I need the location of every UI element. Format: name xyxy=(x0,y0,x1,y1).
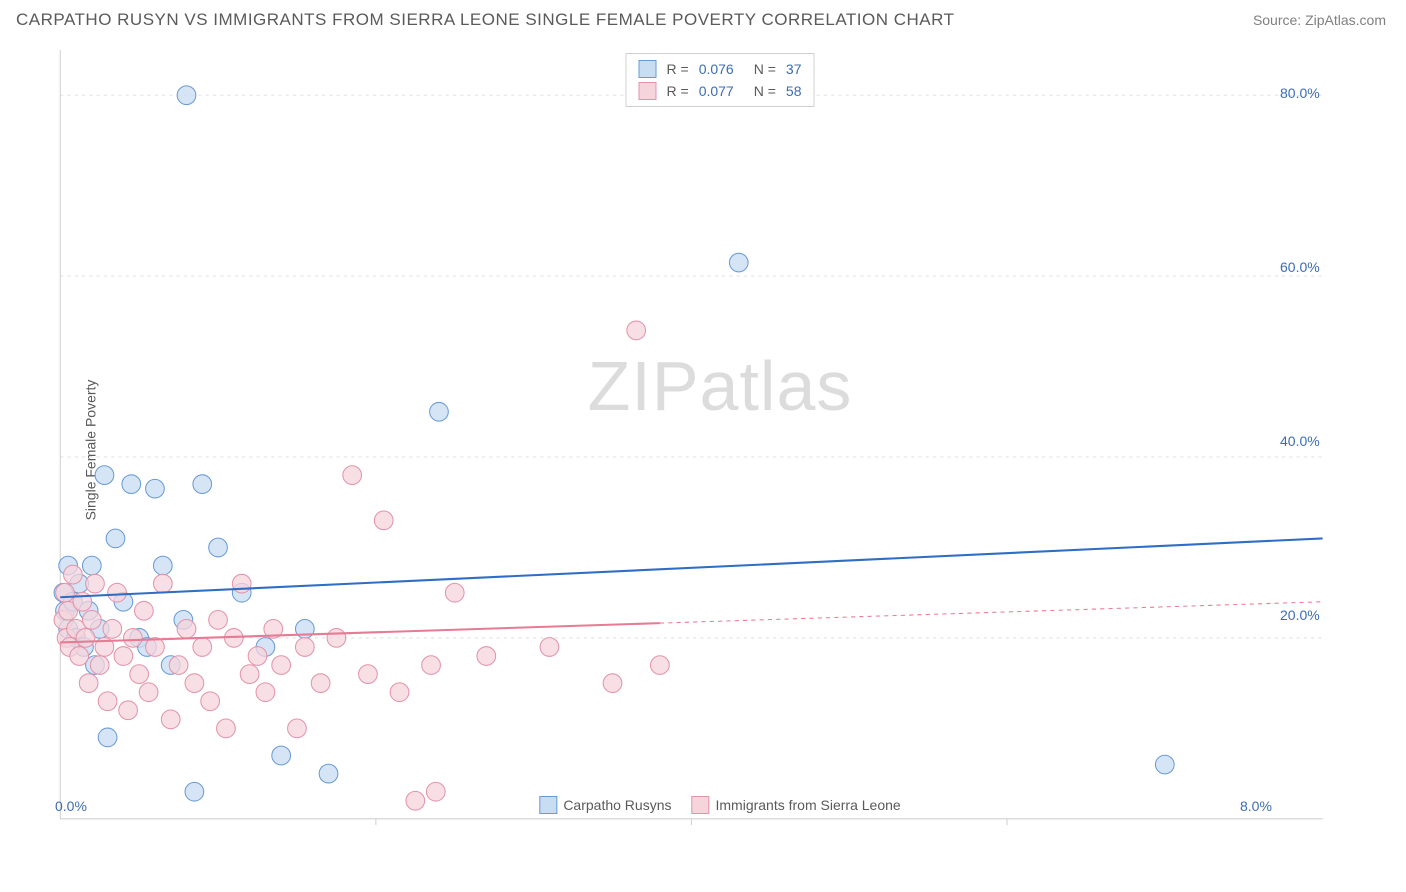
legend-series: Carpatho Rusyns Immigrants from Sierra Le… xyxy=(539,796,900,814)
legend-swatch xyxy=(639,60,657,78)
x-tick-label: 0.0% xyxy=(55,798,87,814)
chart-title: CARPATHO RUSYN VS IMMIGRANTS FROM SIERRA… xyxy=(16,10,955,30)
legend-correlation: R =0.076N =37R =0.077N =58 xyxy=(626,53,815,107)
legend-series-item: Carpatho Rusyns xyxy=(539,796,671,814)
legend-row: R =0.076N =37 xyxy=(639,58,802,80)
legend-series-label: Carpatho Rusyns xyxy=(563,797,671,813)
chart-header: CARPATHO RUSYN VS IMMIGRANTS FROM SIERRA… xyxy=(0,0,1406,38)
y-tick-label: 60.0% xyxy=(1280,259,1320,275)
x-tick-label: 8.0% xyxy=(1240,798,1272,814)
source-attribution: Source: ZipAtlas.com xyxy=(1253,12,1386,28)
legend-row: R =0.077N =58 xyxy=(639,80,802,102)
y-tick-label: 40.0% xyxy=(1280,433,1320,449)
legend-swatch xyxy=(639,82,657,100)
legend-series-item: Immigrants from Sierra Leone xyxy=(691,796,900,814)
legend-swatch xyxy=(539,796,557,814)
y-tick-label: 20.0% xyxy=(1280,607,1320,623)
legend-series-label: Immigrants from Sierra Leone xyxy=(715,797,900,813)
legend-swatch xyxy=(691,796,709,814)
y-tick-label: 80.0% xyxy=(1280,85,1320,101)
chart-area: Single Female Poverty ZIPatlas R =0.076N… xyxy=(50,50,1390,850)
scatter-plot xyxy=(50,50,1390,850)
